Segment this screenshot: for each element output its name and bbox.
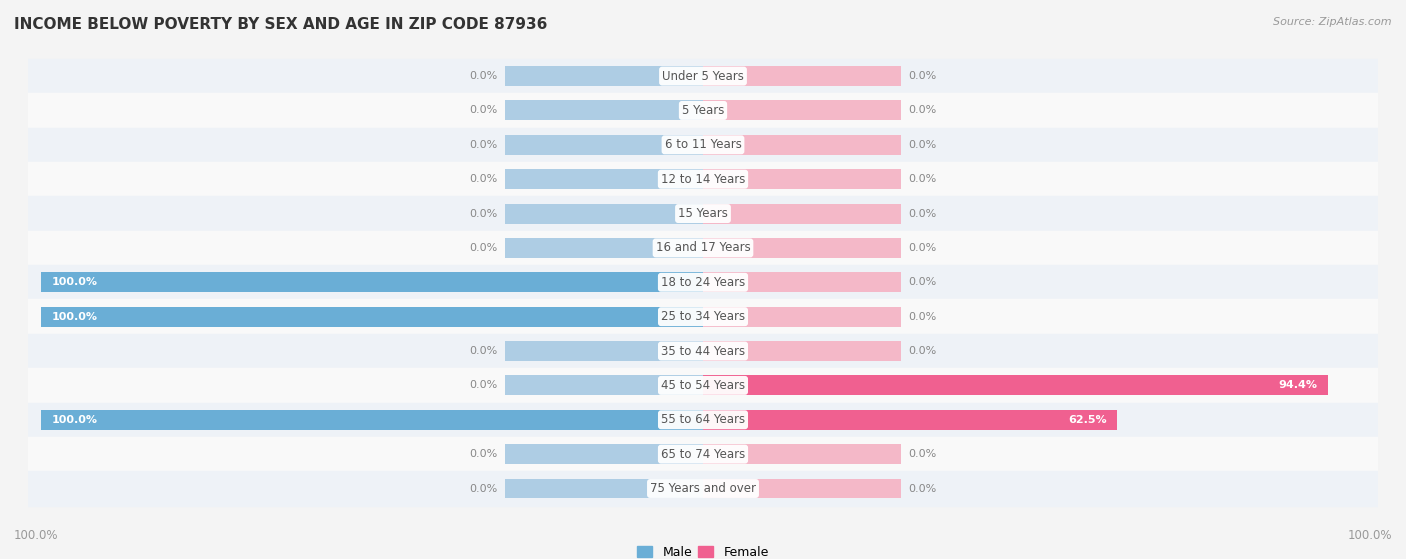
Text: 94.4%: 94.4% — [1278, 380, 1317, 390]
Bar — [703, 376, 1327, 395]
Text: 100.0%: 100.0% — [51, 312, 97, 321]
Bar — [703, 135, 901, 155]
Bar — [703, 203, 901, 224]
Text: 55 to 64 Years: 55 to 64 Years — [661, 413, 745, 427]
Text: 35 to 44 Years: 35 to 44 Years — [661, 344, 745, 358]
Bar — [8, 300, 1398, 334]
Text: 12 to 14 Years: 12 to 14 Years — [661, 173, 745, 186]
Bar — [8, 231, 1398, 265]
Text: INCOME BELOW POVERTY BY SEX AND AGE IN ZIP CODE 87936: INCOME BELOW POVERTY BY SEX AND AGE IN Z… — [14, 17, 547, 32]
Text: 100.0%: 100.0% — [14, 529, 59, 542]
Bar — [703, 376, 901, 395]
Text: 100.0%: 100.0% — [1347, 529, 1392, 542]
Bar — [505, 341, 703, 361]
Bar — [703, 272, 901, 292]
Legend: Male, Female: Male, Female — [633, 541, 773, 559]
Text: 18 to 24 Years: 18 to 24 Years — [661, 276, 745, 289]
Bar — [8, 437, 1398, 471]
Bar — [703, 341, 901, 361]
Text: 0.0%: 0.0% — [908, 106, 936, 116]
Bar — [505, 444, 703, 464]
Text: 0.0%: 0.0% — [470, 140, 498, 150]
Text: 0.0%: 0.0% — [470, 71, 498, 81]
Text: 0.0%: 0.0% — [908, 312, 936, 321]
Text: 0.0%: 0.0% — [908, 174, 936, 184]
Bar — [8, 196, 1398, 231]
Bar — [505, 203, 703, 224]
Text: 0.0%: 0.0% — [470, 449, 498, 459]
Bar — [703, 101, 901, 120]
Text: 6 to 11 Years: 6 to 11 Years — [665, 138, 741, 151]
Text: 45 to 54 Years: 45 to 54 Years — [661, 379, 745, 392]
Bar — [505, 307, 703, 326]
Text: 100.0%: 100.0% — [51, 277, 97, 287]
Text: 62.5%: 62.5% — [1069, 415, 1107, 425]
Bar — [8, 368, 1398, 402]
Bar — [8, 471, 1398, 506]
Text: 0.0%: 0.0% — [908, 346, 936, 356]
Bar — [505, 135, 703, 155]
Bar — [505, 66, 703, 86]
Bar — [703, 410, 1116, 430]
Text: 0.0%: 0.0% — [470, 174, 498, 184]
Bar — [8, 93, 1398, 127]
Bar — [41, 272, 703, 292]
Text: 15 Years: 15 Years — [678, 207, 728, 220]
Bar — [703, 169, 901, 189]
Bar — [8, 59, 1398, 93]
Text: 0.0%: 0.0% — [908, 277, 936, 287]
Text: 100.0%: 100.0% — [51, 415, 97, 425]
Bar — [703, 444, 901, 464]
Bar — [8, 162, 1398, 196]
Bar — [703, 307, 901, 326]
Bar — [41, 410, 703, 430]
Bar — [505, 410, 703, 430]
Bar — [41, 307, 703, 326]
Text: 0.0%: 0.0% — [470, 106, 498, 116]
Bar — [505, 238, 703, 258]
Text: Source: ZipAtlas.com: Source: ZipAtlas.com — [1274, 17, 1392, 27]
Bar — [505, 376, 703, 395]
Bar — [8, 265, 1398, 300]
Bar — [505, 169, 703, 189]
Text: 75 Years and over: 75 Years and over — [650, 482, 756, 495]
Bar — [8, 334, 1398, 368]
Text: Under 5 Years: Under 5 Years — [662, 69, 744, 83]
Text: 0.0%: 0.0% — [908, 243, 936, 253]
Bar — [703, 66, 901, 86]
Text: 0.0%: 0.0% — [470, 484, 498, 494]
Bar — [505, 479, 703, 499]
Text: 0.0%: 0.0% — [908, 449, 936, 459]
Text: 16 and 17 Years: 16 and 17 Years — [655, 241, 751, 254]
Text: 0.0%: 0.0% — [470, 243, 498, 253]
Bar — [8, 402, 1398, 437]
Bar — [8, 127, 1398, 162]
Text: 0.0%: 0.0% — [908, 484, 936, 494]
Text: 0.0%: 0.0% — [908, 140, 936, 150]
Text: 0.0%: 0.0% — [908, 209, 936, 219]
Bar — [703, 410, 901, 430]
Text: 0.0%: 0.0% — [908, 71, 936, 81]
Bar — [703, 479, 901, 499]
Bar — [703, 238, 901, 258]
Bar — [505, 272, 703, 292]
Text: 0.0%: 0.0% — [470, 209, 498, 219]
Text: 0.0%: 0.0% — [470, 346, 498, 356]
Bar — [505, 101, 703, 120]
Text: 25 to 34 Years: 25 to 34 Years — [661, 310, 745, 323]
Text: 65 to 74 Years: 65 to 74 Years — [661, 448, 745, 461]
Text: 5 Years: 5 Years — [682, 104, 724, 117]
Text: 0.0%: 0.0% — [470, 380, 498, 390]
